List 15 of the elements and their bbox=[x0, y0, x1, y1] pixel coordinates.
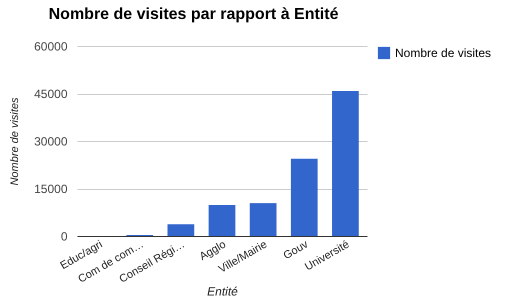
x-tick-label: Gouv bbox=[281, 238, 311, 262]
bar bbox=[167, 224, 194, 236]
y-axis-title: Nombre de visites bbox=[9, 96, 22, 186]
y-tick-label: 60000 bbox=[34, 40, 68, 54]
x-axis-title: Entité bbox=[207, 284, 238, 299]
y-tick-label: 15000 bbox=[34, 182, 68, 196]
y-tick-label: 45000 bbox=[34, 87, 68, 101]
bar bbox=[332, 90, 359, 236]
legend-label: Nombre de visites bbox=[395, 46, 492, 60]
bar bbox=[250, 203, 277, 236]
bar bbox=[208, 204, 236, 236]
y-tick-label: 30000 bbox=[34, 134, 68, 148]
y-tick-label: 0 bbox=[60, 230, 68, 244]
chart-title: Nombre de visites par rapport à Entité bbox=[48, 6, 339, 23]
bar bbox=[290, 158, 318, 236]
